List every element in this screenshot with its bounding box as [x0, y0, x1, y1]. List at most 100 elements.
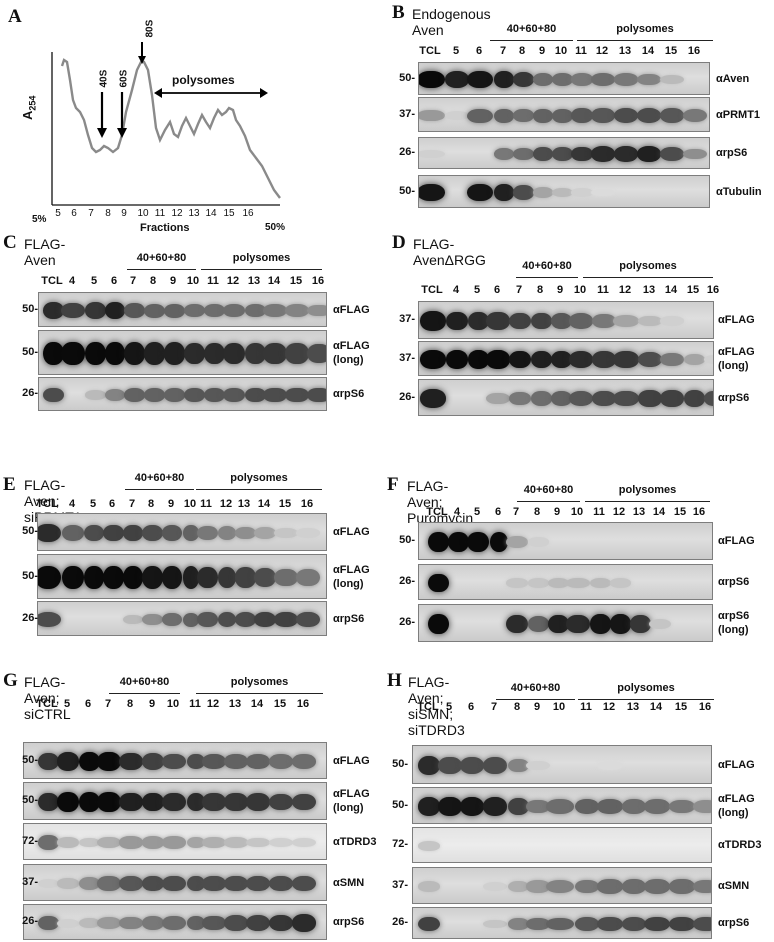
left-percent-label: 5%: [32, 214, 47, 225]
group-header-ribosomes: 40+60+80: [125, 472, 194, 490]
blot-strip: [418, 175, 710, 208]
lane-label: 8: [533, 506, 541, 518]
western-band: [420, 350, 446, 369]
western-band: [419, 70, 445, 89]
western-band: [222, 303, 246, 318]
lane-label: 5: [445, 701, 453, 713]
mw-marker: 50-: [399, 184, 415, 197]
mw-marker: 37-: [22, 875, 38, 888]
group-label: 40+60+80: [510, 682, 561, 694]
antibody-label: αFLAG: [333, 303, 370, 317]
western-band: [494, 148, 514, 160]
western-band: [123, 303, 145, 318]
antibody-label: αSMN: [333, 876, 364, 890]
western-band: [444, 111, 470, 120]
western-band: [224, 754, 248, 769]
western-band: [119, 916, 143, 930]
western-band: [263, 387, 287, 403]
western-band: [659, 74, 685, 85]
western-band: [512, 108, 534, 123]
western-band: [568, 351, 594, 368]
western-band: [550, 313, 572, 329]
lane-label: 16: [698, 701, 712, 713]
lane-label: 7: [490, 701, 498, 713]
western-band: [444, 71, 470, 88]
lane-label: 7: [129, 275, 137, 287]
blot-strip: [418, 522, 713, 560]
antibody-label: αFLAG: [333, 525, 370, 539]
blot-strip: [38, 377, 327, 411]
antibody-label: αFLAG (long): [333, 787, 370, 815]
lane-label: 13: [228, 698, 242, 710]
antibody-label: αTubulin: [716, 185, 762, 199]
group-header-polysomes: polysomes: [196, 676, 323, 694]
western-band: [268, 837, 294, 848]
panel-g-letter: G: [3, 670, 18, 691]
western-band: [574, 879, 600, 894]
western-band: [530, 350, 552, 369]
antibody-label: αrpS6: [716, 146, 747, 160]
western-band: [234, 567, 256, 588]
blot-strip: [412, 907, 712, 939]
group-label: 40+60+80: [134, 472, 185, 484]
group-label: 40+60+80: [136, 252, 187, 264]
western-band: [141, 753, 165, 770]
western-band: [141, 524, 163, 542]
western-band: [489, 532, 509, 552]
western-band: [527, 578, 549, 588]
western-band: [285, 343, 309, 364]
western-band: [419, 184, 445, 201]
western-band: [568, 390, 594, 407]
western-band: [551, 108, 573, 123]
lane-label: TCL: [36, 498, 58, 510]
western-band: [693, 800, 711, 813]
blot-strip: [23, 742, 327, 779]
group-header-polysomes: polysomes: [578, 682, 714, 700]
western-band: [508, 391, 532, 406]
western-band: [163, 388, 185, 402]
western-band: [196, 612, 218, 627]
panel-g-title: FLAG-Aven; siCTRL: [24, 674, 71, 722]
tick: 16: [242, 208, 254, 219]
western-band: [196, 525, 218, 541]
group-header-polysomes: polysomes: [196, 472, 322, 490]
lane-label: 11: [593, 506, 605, 518]
western-band: [38, 565, 62, 590]
mw-marker: 50-: [392, 757, 408, 770]
western-band: [494, 71, 514, 88]
lane-label: 13: [247, 275, 261, 287]
western-band: [683, 390, 705, 407]
western-band: [638, 351, 662, 368]
lane-label: 10: [570, 506, 584, 518]
western-band: [186, 792, 206, 812]
mw-marker: 26-: [392, 916, 408, 928]
western-band: [123, 565, 143, 590]
western-band: [162, 875, 186, 892]
western-band: [508, 312, 532, 330]
antibody-name: αrpS6: [718, 610, 750, 622]
western-band: [163, 303, 185, 318]
antibody-label: αrpS6: [333, 915, 364, 929]
lane-label: 14: [652, 506, 666, 518]
western-band: [420, 389, 446, 408]
western-band: [648, 618, 672, 630]
peak-label-60s: 60S: [118, 69, 130, 88]
tick: 15: [223, 208, 235, 219]
western-band: [417, 756, 441, 775]
group-header-ribosomes: 40+60+80: [516, 260, 578, 278]
western-band: [307, 387, 326, 403]
antibody-label: αPRMT1: [716, 108, 760, 122]
western-band: [123, 614, 143, 625]
blot-strip: [37, 601, 327, 636]
antibody-name: αFLAG: [333, 303, 370, 316]
western-band: [56, 792, 80, 812]
blot-strip: [23, 864, 327, 901]
lane-label: 9: [169, 275, 177, 287]
western-band: [482, 797, 508, 816]
western-band: [438, 797, 462, 816]
western-band: [566, 577, 590, 589]
western-band: [592, 351, 616, 368]
western-band: [244, 303, 266, 318]
western-band: [285, 387, 309, 403]
lane-label: 4: [453, 506, 461, 518]
